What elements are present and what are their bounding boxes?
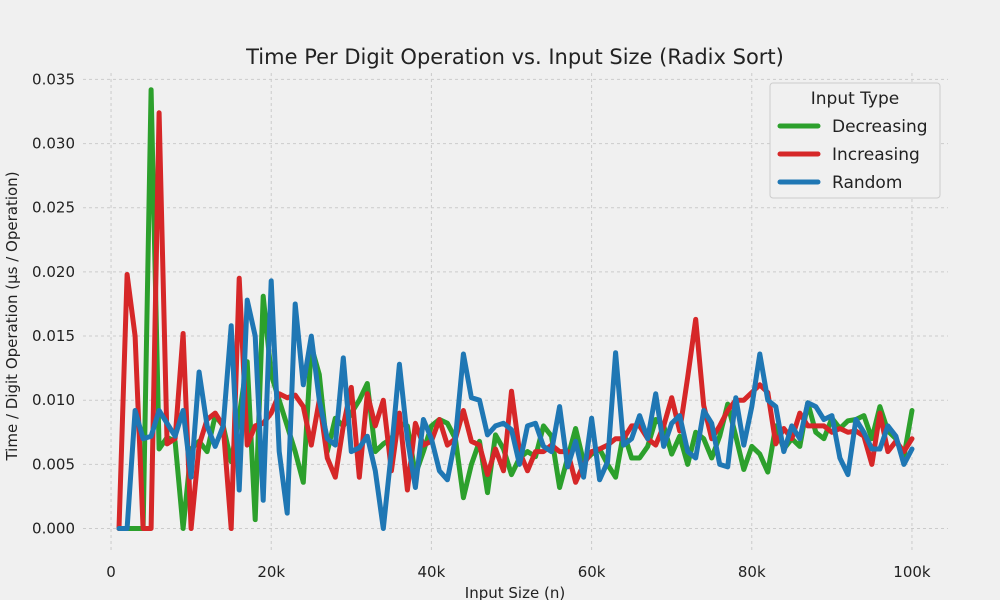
legend: Input Type Decreasing Increasing Random	[769, 82, 941, 199]
x-tick-label: 100k	[893, 563, 931, 581]
y-tick-label: 0.005	[32, 455, 75, 473]
legend-label-random: Random	[832, 173, 902, 193]
series-line-random	[116, 278, 915, 531]
x-tick-label: 60k	[578, 563, 606, 581]
x-tick-label: 80k	[738, 563, 766, 581]
y-axis-ticks: 0.000 0.005 0.010 0.015 0.020 0.025 0.030 0.035	[32, 70, 75, 537]
legend-label-increasing: Increasing	[832, 145, 920, 165]
y-tick-label: 0.000	[32, 520, 75, 538]
y-axis-label: Time / Digit Operation (μs / Operation)	[3, 171, 21, 461]
series-lines	[116, 87, 915, 531]
y-tick-label: 0.010	[32, 391, 75, 409]
y-tick-label: 0.015	[32, 327, 75, 345]
legend-title: Input Type	[811, 89, 899, 109]
chart-title: Time Per Digit Operation vs. Input Size …	[245, 45, 784, 69]
x-axis-ticks: 0 20k 40k 60k 80k 100k	[106, 563, 931, 581]
x-tick-label: 40k	[418, 563, 446, 581]
y-tick-label: 0.025	[32, 199, 75, 217]
x-axis-label: Input Size (n)	[465, 584, 565, 600]
x-tick-label: 20k	[257, 563, 285, 581]
x-tick-label: 0	[106, 563, 116, 581]
legend-box	[769, 82, 941, 199]
legend-label-decreasing: Decreasing	[832, 117, 928, 137]
y-tick-label: 0.035	[32, 70, 75, 88]
y-tick-label: 0.030	[32, 135, 75, 153]
y-tick-label: 0.020	[32, 263, 75, 281]
